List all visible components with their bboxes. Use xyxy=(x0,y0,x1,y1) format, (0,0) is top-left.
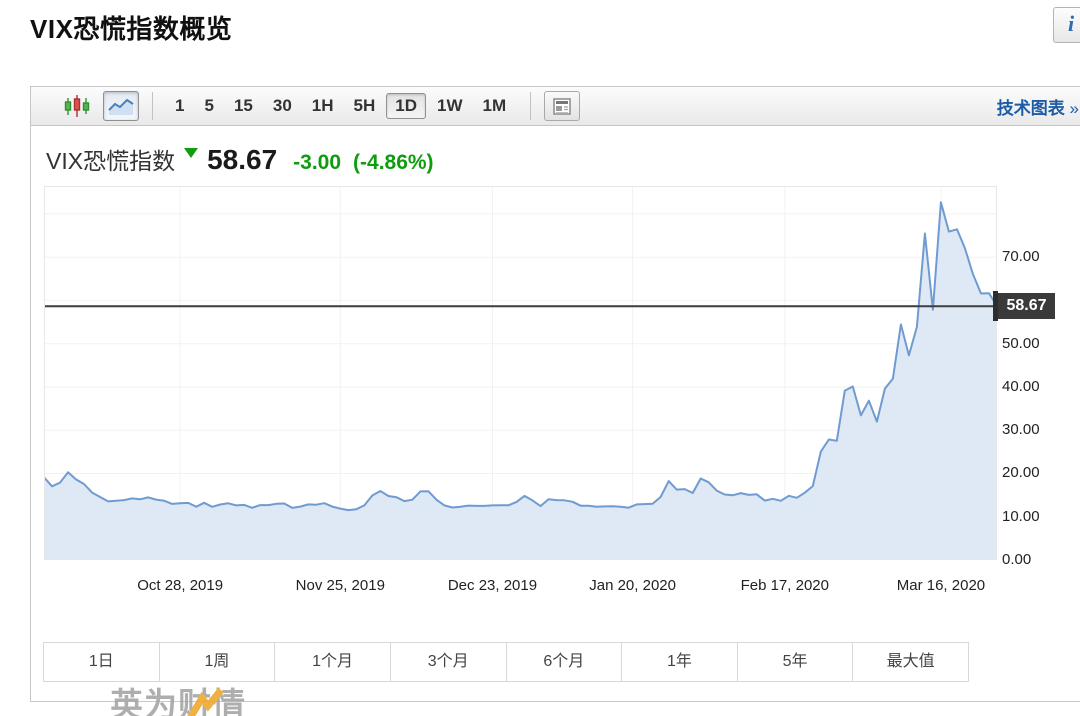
series-area xyxy=(44,202,997,561)
x-axis-label: Oct 28, 2019 xyxy=(137,577,224,594)
instrument-name: VIX恐慌指数 xyxy=(46,148,176,174)
interval-button-1M[interactable]: 1M xyxy=(482,96,507,115)
range-button-1年[interactable]: 1年 xyxy=(622,643,738,681)
watermark: 英为财情 Investing.com xyxy=(110,688,330,716)
line-chart-icon xyxy=(108,98,134,115)
y-axis-label: 40.00 xyxy=(1002,377,1040,395)
candlestick-chart-button[interactable] xyxy=(59,91,95,121)
y-axis-label: 10.00 xyxy=(1002,507,1040,525)
candlestick-icon xyxy=(64,95,90,117)
page-title: VIX恐慌指数概览 xyxy=(30,14,233,44)
price-change-percent: (-4.86%) xyxy=(353,151,434,174)
interval-button-1D[interactable]: 1D xyxy=(386,93,426,119)
series-line xyxy=(43,201,998,512)
range-button-最大值[interactable]: 最大值 xyxy=(886,653,935,670)
price-badge-label: 58.67 xyxy=(998,293,1055,320)
x-axis-label: Feb 17, 2020 xyxy=(740,577,829,594)
interval-button-5[interactable]: 5 xyxy=(204,96,214,115)
interval-button-1W[interactable]: 1W xyxy=(436,96,463,115)
toolbar-divider xyxy=(530,92,532,120)
info-button[interactable]: i xyxy=(1053,7,1080,43)
last-price: 58.67 xyxy=(207,144,278,175)
price-badge-tick xyxy=(993,291,998,322)
plot-border xyxy=(44,186,997,560)
interval-button-1H[interactable]: 1H xyxy=(311,96,334,115)
x-axis-label: Dec 23, 2019 xyxy=(447,577,538,594)
current-price-badge: 58.67 xyxy=(993,291,1055,322)
y-axis-label: 20.00 xyxy=(1002,464,1040,482)
interval-group: 1 5 15 30 1H 5H 1D 1W 1M xyxy=(166,93,517,119)
chart-plot-area[interactable]: 英为财情 Investing.com xyxy=(43,186,998,716)
technical-chart-link[interactable]: 技术图表 » xyxy=(997,94,1079,119)
watermark-orange-mark xyxy=(187,688,224,716)
y-axis-label: 0.00 xyxy=(1002,551,1032,568)
y-axis-label: 50.00 xyxy=(1002,334,1040,352)
technical-chart-link-label: 技术图表 xyxy=(996,98,1065,118)
range-button-1周[interactable]: 1周 xyxy=(160,643,276,681)
range-button-5年[interactable]: 5年 xyxy=(738,643,854,681)
y-axis-label: 70.00 xyxy=(1002,248,1040,266)
quote-header: VIX恐慌指数 58.67 -3.00 (-4.86%) xyxy=(46,142,434,176)
price-change: -3.00 xyxy=(293,151,342,174)
range-button-1个月[interactable]: 1个月 xyxy=(275,643,391,681)
x-axis-label: Mar 16, 2020 xyxy=(896,577,986,594)
chart-toolbar: 1 5 15 30 1H 5H 1D 1W 1M 技术图表 » xyxy=(30,86,1080,126)
double-chevron-icon: » xyxy=(1069,98,1079,118)
interval-button-30[interactable]: 30 xyxy=(272,96,292,115)
range-button-bar: 1日 1周 1个月 3个月 6个月 1年 5年 最大值 xyxy=(43,642,969,682)
y-axis-label: 30.00 xyxy=(1002,421,1040,439)
x-axis-label: Jan 20, 2020 xyxy=(589,577,676,594)
interval-button-1[interactable]: 1 xyxy=(175,96,185,115)
line-chart-button[interactable] xyxy=(103,91,139,121)
news-panel-icon xyxy=(553,97,571,115)
chart-svg xyxy=(43,186,998,561)
x-axis-labels: Oct 28, 2019 Nov 25, 2019 Dec 23, 2019 Jan … xyxy=(44,577,997,597)
range-button-3个月[interactable]: 3个月 xyxy=(391,643,507,681)
range-button-1日[interactable]: 1日 xyxy=(44,643,160,681)
interval-button-5H[interactable]: 5H xyxy=(353,96,376,115)
toolbar-divider xyxy=(152,92,153,120)
x-axis-label: Nov 25, 2019 xyxy=(295,577,385,594)
down-arrow-icon xyxy=(184,148,199,158)
range-button-6个月[interactable]: 6个月 xyxy=(507,643,623,681)
interval-button-15[interactable]: 15 xyxy=(233,96,253,115)
info-icon: i xyxy=(1067,11,1075,36)
news-panel-button[interactable] xyxy=(544,91,581,121)
